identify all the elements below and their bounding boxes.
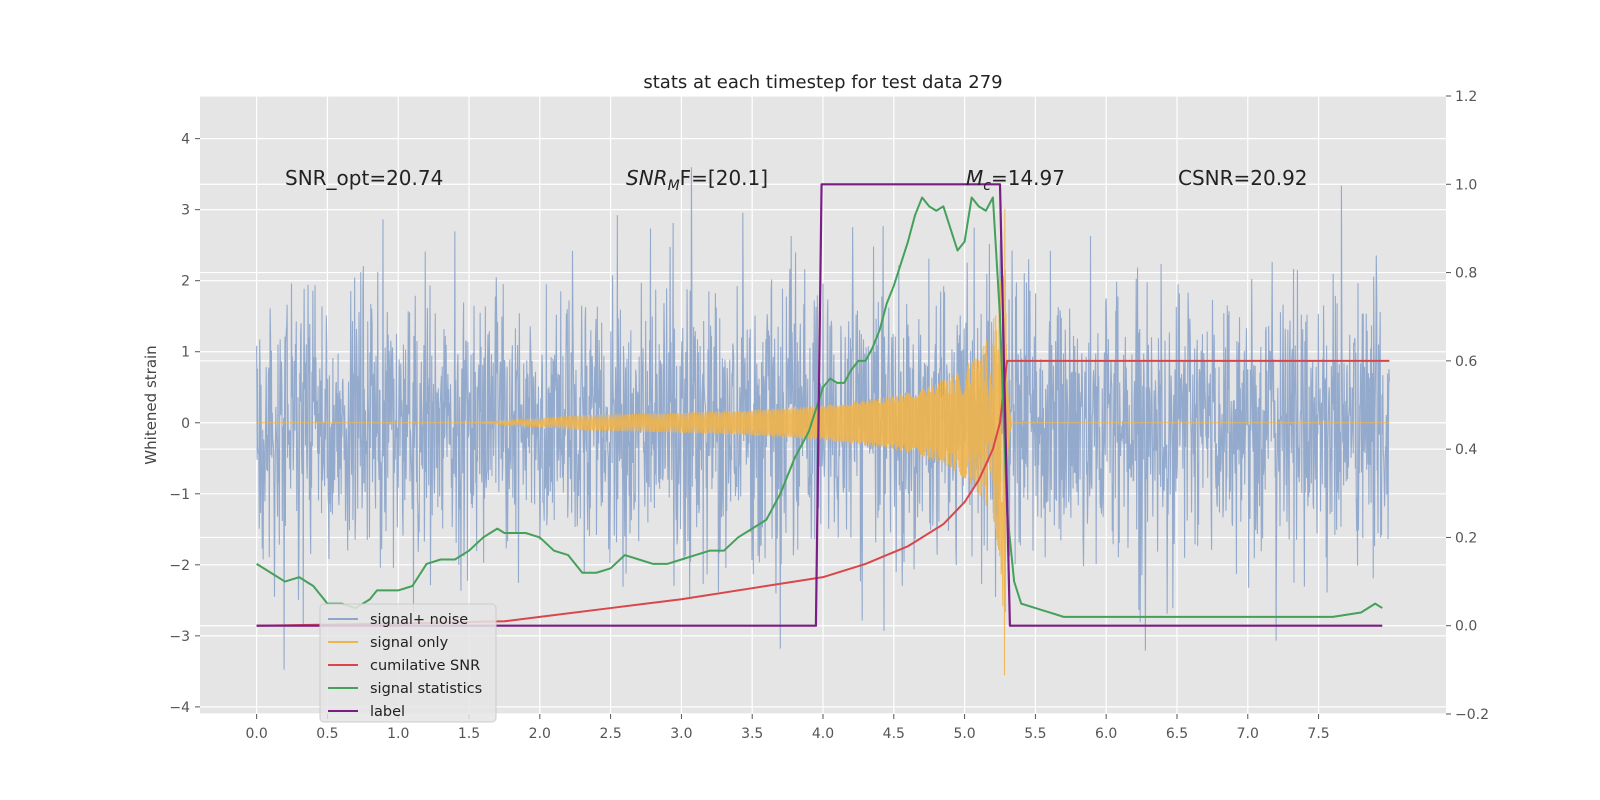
legend-box (319, 603, 497, 723)
x-tick-label: 0.0 (246, 726, 268, 742)
x-tick-label: 1.0 (387, 726, 409, 742)
legend-label: signal statistics (370, 681, 482, 697)
y2-tick-label: 0.0 (1455, 619, 1477, 635)
x-tick-label: 2.5 (599, 726, 621, 742)
series-signal-noise-line (256, 167, 1390, 670)
x-tick-label: 5.5 (1024, 726, 1046, 742)
annotation-snr-opt: SNR_opt=20.74 (285, 166, 443, 190)
x-tick-label: 7.5 (1307, 726, 1329, 742)
x-tick-label: 3.0 (670, 726, 692, 742)
y2-tick-label: 0.8 (1455, 266, 1477, 282)
annotation-snr-mf: SNRMF=[20.1] (626, 166, 768, 194)
chart-title: stats at each timestep for test data 279 (643, 72, 1002, 93)
y-tick-label: 2 (181, 274, 190, 290)
y-tick-label: 4 (181, 132, 190, 148)
annotation-mc-sub: c (983, 178, 991, 194)
y2-tick-label: 1.2 (1455, 89, 1477, 105)
y2-tick-label: 1.0 (1455, 177, 1477, 193)
annotation-mc: Mc=14.97 (966, 166, 1065, 194)
y2-tick-label: 0.6 (1455, 354, 1477, 370)
x-tick-label: 6.0 (1095, 726, 1117, 742)
annotation-mc-rest: =14.97 (991, 166, 1065, 190)
y-tick-label: −1 (169, 487, 190, 503)
x-tick-label: 1.5 (458, 726, 480, 742)
legend-label: cumilative SNR (370, 658, 480, 674)
annotation-mc-main: M (966, 166, 983, 190)
y-axis-label: Whitened strain (142, 345, 160, 464)
x-tick-label: 5.0 (953, 726, 975, 742)
y-tick-label: 3 (181, 203, 190, 219)
y-tick-label: 0 (181, 416, 190, 432)
series-label-line (256, 183, 1383, 627)
legend: signal+ noise signal only cumilative SNR si… (319, 603, 497, 723)
y2-tick-label: 0.2 (1455, 530, 1477, 546)
x-tick-label: 7.0 (1237, 726, 1259, 742)
x-tick-label: 6.5 (1166, 726, 1188, 742)
legend-label: signal only (370, 635, 449, 651)
series-signal-only-line (256, 208, 1390, 676)
x-tick-label: 4.0 (812, 726, 834, 742)
y-tick-label: −4 (169, 700, 190, 716)
annotation-snr-mf-sub: M (668, 178, 680, 194)
y2-tick-label: −0.2 (1455, 707, 1489, 723)
axes: 0.0 0.5 1.0 1.5 2.0 2.5 3.0 3.5 4.0 4.5 5.0 5.5 6.0 6… (169, 89, 1489, 742)
annotation-snr-mf-rest: F=[20.1] (680, 166, 768, 190)
series-cumulative-snr-line (256, 359, 1390, 627)
y-tick-label: 1 (181, 345, 190, 361)
annotation-snr-mf-main: SNR (626, 166, 668, 190)
x-tick-label: 3.5 (741, 726, 763, 742)
legend-label: label (370, 704, 405, 720)
x-tick-label: 0.5 (316, 726, 338, 742)
x-tick-label: 2.0 (529, 726, 551, 742)
annotation-csnr: CSNR=20.92 (1178, 166, 1308, 190)
x-tick-label: 4.5 (883, 726, 905, 742)
legend-label: signal+ noise (370, 612, 468, 628)
series-signal-statistics-line (256, 196, 1383, 618)
y2-tick-label: 0.4 (1455, 442, 1477, 458)
y-tick-label: −2 (169, 558, 190, 574)
series-layer (256, 167, 1390, 676)
y-tick-label: −3 (169, 629, 190, 645)
annotations: SNR_opt=20.74 SNRMF=[20.1] Mc=14.97 CSNR… (285, 166, 1308, 194)
